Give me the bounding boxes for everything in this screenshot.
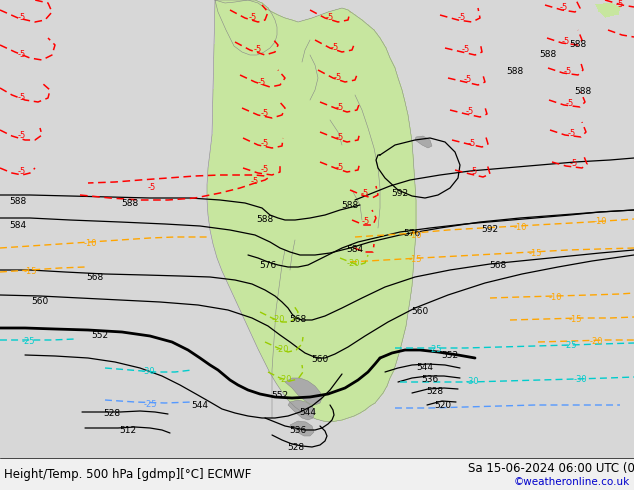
Text: 588: 588 xyxy=(569,41,586,49)
Text: Height/Temp. 500 hPa [gdmp][°C] ECMWF: Height/Temp. 500 hPa [gdmp][°C] ECMWF xyxy=(4,467,251,481)
Text: 536: 536 xyxy=(289,425,307,435)
Text: -5: -5 xyxy=(466,107,474,117)
Text: -5: -5 xyxy=(361,190,369,198)
Text: 512: 512 xyxy=(119,425,136,435)
Text: -5: -5 xyxy=(616,0,624,9)
Text: 544: 544 xyxy=(191,400,209,410)
Text: 560: 560 xyxy=(411,308,429,317)
Text: -5: -5 xyxy=(18,94,26,102)
Text: -5: -5 xyxy=(249,14,257,23)
Text: -5: -5 xyxy=(362,218,370,226)
Text: -20: -20 xyxy=(589,338,603,346)
Text: 588: 588 xyxy=(10,196,27,205)
Text: -5: -5 xyxy=(18,50,26,59)
Text: 588: 588 xyxy=(341,200,359,210)
Text: 592: 592 xyxy=(391,189,408,197)
Text: ©weatheronline.co.uk: ©weatheronline.co.uk xyxy=(514,477,630,487)
Text: -5: -5 xyxy=(462,46,470,54)
Text: Sa 15-06-2024 06:00 UTC (00+198): Sa 15-06-2024 06:00 UTC (00+198) xyxy=(468,462,634,474)
Text: 576: 576 xyxy=(403,229,420,239)
Text: -20: -20 xyxy=(275,345,288,354)
Text: 560: 560 xyxy=(31,297,49,307)
Text: -5: -5 xyxy=(331,44,339,52)
Text: -5: -5 xyxy=(261,139,269,147)
Text: 568: 568 xyxy=(86,273,103,283)
Text: 584: 584 xyxy=(10,220,27,229)
Text: -15: -15 xyxy=(528,248,541,258)
Text: 568: 568 xyxy=(489,262,507,270)
Text: 544: 544 xyxy=(417,363,434,371)
Bar xyxy=(0,458,634,490)
Text: 552: 552 xyxy=(271,391,288,399)
Text: 544: 544 xyxy=(299,408,316,416)
Polygon shape xyxy=(290,421,314,436)
Text: -10: -10 xyxy=(548,293,562,301)
Text: -15: -15 xyxy=(568,316,582,324)
Text: 560: 560 xyxy=(311,356,328,365)
Text: 588: 588 xyxy=(540,50,557,59)
Text: -5: -5 xyxy=(148,183,156,193)
Text: -5: -5 xyxy=(18,14,26,23)
Text: -5: -5 xyxy=(464,75,472,84)
Polygon shape xyxy=(288,400,315,420)
Text: -5: -5 xyxy=(336,163,344,172)
Text: 528: 528 xyxy=(287,442,304,451)
Text: -30: -30 xyxy=(141,368,155,376)
Text: -15: -15 xyxy=(23,268,37,276)
Text: -10: -10 xyxy=(593,218,607,226)
Text: -10: -10 xyxy=(514,223,527,232)
Text: 588: 588 xyxy=(256,216,274,224)
Text: -10: -10 xyxy=(83,239,97,247)
Text: -10: -10 xyxy=(408,230,422,240)
Text: 576: 576 xyxy=(259,261,276,270)
Polygon shape xyxy=(415,136,432,148)
Text: 568: 568 xyxy=(289,316,307,324)
Text: -5: -5 xyxy=(566,99,574,108)
Text: -5: -5 xyxy=(336,103,344,113)
Text: -30: -30 xyxy=(573,374,587,384)
Text: -5: -5 xyxy=(326,14,334,23)
Text: 528: 528 xyxy=(427,388,444,396)
Text: 536: 536 xyxy=(422,375,439,385)
Text: -5: -5 xyxy=(254,46,262,54)
Text: -5: -5 xyxy=(570,160,578,169)
Text: -5: -5 xyxy=(560,3,568,13)
Text: -5: -5 xyxy=(18,168,26,176)
Text: -20: -20 xyxy=(346,259,359,268)
Text: 588: 588 xyxy=(507,68,524,76)
Text: 588: 588 xyxy=(574,88,592,97)
Text: -5: -5 xyxy=(336,133,344,143)
Text: 528: 528 xyxy=(103,409,120,417)
Text: -15: -15 xyxy=(408,255,422,265)
Text: -5: -5 xyxy=(261,166,269,174)
Text: -25: -25 xyxy=(563,342,577,350)
Text: -5: -5 xyxy=(18,131,26,141)
Text: -5: -5 xyxy=(470,168,478,176)
Text: -5: -5 xyxy=(251,177,259,187)
Text: -5: -5 xyxy=(568,129,576,139)
Text: 592: 592 xyxy=(481,225,498,235)
Text: -5: -5 xyxy=(261,109,269,119)
Text: 552: 552 xyxy=(441,350,458,360)
Text: -30: -30 xyxy=(465,377,479,387)
Text: -25: -25 xyxy=(143,399,157,409)
Text: -5: -5 xyxy=(562,38,570,47)
Text: -5: -5 xyxy=(334,74,342,82)
Polygon shape xyxy=(285,378,322,405)
Text: -5: -5 xyxy=(468,139,476,147)
Text: 520: 520 xyxy=(434,400,451,410)
Text: 552: 552 xyxy=(91,332,108,341)
Text: 588: 588 xyxy=(121,199,139,209)
Text: -20: -20 xyxy=(271,316,285,324)
Text: -25: -25 xyxy=(428,344,442,353)
Text: -25: -25 xyxy=(22,337,35,345)
Text: 584: 584 xyxy=(346,245,363,254)
Text: -5: -5 xyxy=(458,14,466,23)
Text: -20: -20 xyxy=(278,375,292,385)
Text: -5: -5 xyxy=(258,78,266,88)
Text: -5: -5 xyxy=(564,68,572,76)
